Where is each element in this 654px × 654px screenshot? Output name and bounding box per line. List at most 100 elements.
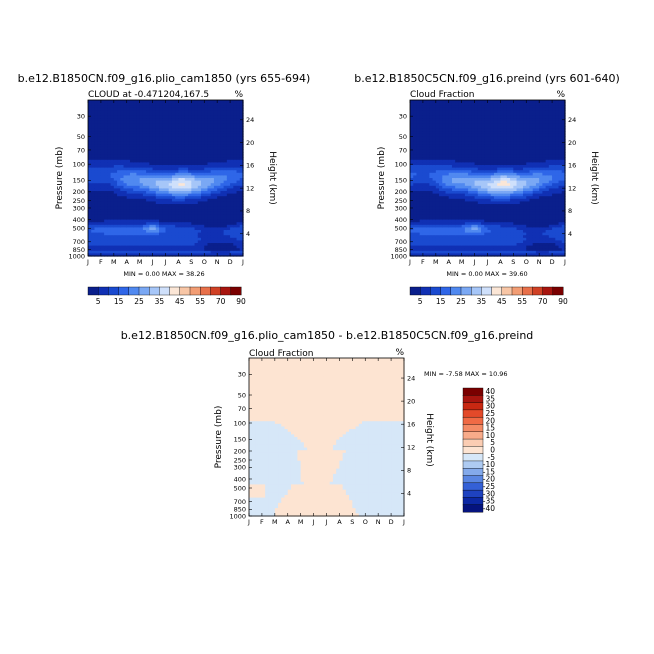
- panel2-cell: [455, 250, 460, 254]
- panel2-cell: [426, 240, 430, 244]
- panel1-cell: [88, 123, 92, 127]
- panel1-cell: [110, 149, 115, 153]
- panel2-cell: [474, 152, 479, 156]
- panel1-cell: [181, 214, 186, 218]
- panel1-cell: [181, 172, 186, 176]
- panel1-cell: [184, 152, 189, 156]
- panel1-cell: [126, 175, 131, 179]
- panel1-cell: [207, 214, 212, 218]
- panel1-cell: [139, 113, 144, 117]
- panel1-cell: [233, 139, 238, 143]
- panel1-cell: [181, 128, 186, 132]
- panel2-cell: [516, 141, 521, 145]
- panel1-cell: [113, 136, 118, 140]
- panel2-cell: [481, 100, 485, 104]
- panel2-cell: [468, 102, 472, 106]
- panel1-cell: [113, 172, 118, 176]
- panel2-cell: [461, 243, 466, 247]
- panel1-cell: [197, 144, 202, 148]
- panel1-cell: [168, 206, 173, 210]
- panel2-cell: [487, 253, 492, 257]
- panel1-cell: [100, 141, 105, 145]
- panel1-cell: [217, 126, 221, 130]
- panel2-cell: [455, 167, 460, 171]
- panel1-cell: [213, 224, 218, 228]
- panel2-cell: [484, 230, 489, 234]
- panel1-cell: [113, 175, 118, 179]
- panel1-cell: [197, 167, 202, 171]
- panel1-cell: [233, 123, 238, 127]
- panel1-cell: [142, 237, 147, 241]
- panel2-cell: [426, 188, 430, 192]
- panel2-cell: [487, 227, 492, 231]
- panel1-cell: [126, 128, 131, 132]
- panel2-cell: [439, 133, 443, 137]
- panel1-cell: [104, 217, 108, 221]
- panel2-cell: [481, 113, 485, 117]
- panel2-cell: [429, 180, 434, 184]
- panel1-cell: [133, 237, 138, 241]
- panel1-cell: [233, 118, 238, 122]
- panel2-cell: [429, 219, 434, 223]
- panel1-cell: [201, 250, 205, 254]
- panel1-cell: [117, 139, 121, 143]
- panel1-cell: [210, 188, 215, 192]
- panel2-cell: [500, 196, 505, 200]
- panel1-cell: [239, 201, 244, 205]
- panel1-cell: [239, 180, 244, 184]
- panel1-cell: [184, 211, 189, 215]
- panel1-cell: [155, 154, 160, 158]
- panel2-cell: [490, 154, 495, 158]
- panel2-cell: [458, 217, 463, 221]
- panel1-cell: [233, 230, 238, 234]
- panel1-cell: [155, 180, 160, 184]
- panel1-cell: [146, 222, 150, 226]
- panel2-cell: [503, 219, 508, 223]
- panel2-cell: [477, 170, 482, 174]
- panel1-cell: [201, 167, 205, 171]
- panel2-cell: [435, 159, 440, 163]
- panel2-cell: [503, 201, 508, 205]
- panel1-cell: [139, 180, 144, 184]
- panel1-cell: [236, 146, 241, 150]
- panel1-cell: [126, 232, 131, 236]
- panel2-cell: [484, 154, 489, 158]
- panel1-cell: [181, 152, 186, 156]
- panel1-cell: [142, 146, 147, 150]
- panel1-cell: [129, 107, 134, 111]
- panel2-cell: [484, 120, 489, 124]
- panel2-cell: [426, 107, 430, 111]
- panel2-cell: [455, 214, 460, 218]
- panel2-cell: [419, 126, 424, 130]
- panel1-cell: [113, 253, 118, 257]
- panel1-cell: [194, 185, 199, 189]
- panel1-cell: [178, 245, 183, 249]
- panel2-cell: [516, 152, 521, 156]
- panel2-cell: [490, 180, 495, 184]
- panel1-cell: [171, 193, 176, 197]
- panel2-cell: [490, 100, 495, 104]
- panel1-cell: [91, 198, 96, 202]
- panel1-cell: [178, 133, 183, 137]
- panel1-cell: [175, 131, 180, 135]
- panel1-cell: [94, 133, 99, 137]
- panel2-cell: [506, 118, 511, 122]
- panel2-cell: [419, 196, 424, 200]
- panel1-cell: [146, 110, 150, 114]
- panel1-cell: [201, 230, 205, 234]
- panel2-cell: [442, 123, 447, 127]
- panel1-cell: [178, 165, 183, 169]
- panel1-cell: [97, 100, 102, 104]
- panel1-cell: [207, 235, 212, 239]
- panel2-cell: [461, 100, 466, 104]
- panel1-cell: [188, 157, 192, 161]
- panel1-cell: [149, 245, 154, 249]
- panel2-cell: [461, 167, 466, 171]
- panel1-cell: [213, 232, 218, 236]
- panel2-cell: [484, 237, 489, 241]
- panel2-cell: [451, 235, 456, 239]
- panel1-cell: [94, 227, 99, 231]
- panel2-cell: [484, 183, 489, 187]
- panel1-cell: [100, 136, 105, 140]
- panel2-cell: [484, 141, 489, 145]
